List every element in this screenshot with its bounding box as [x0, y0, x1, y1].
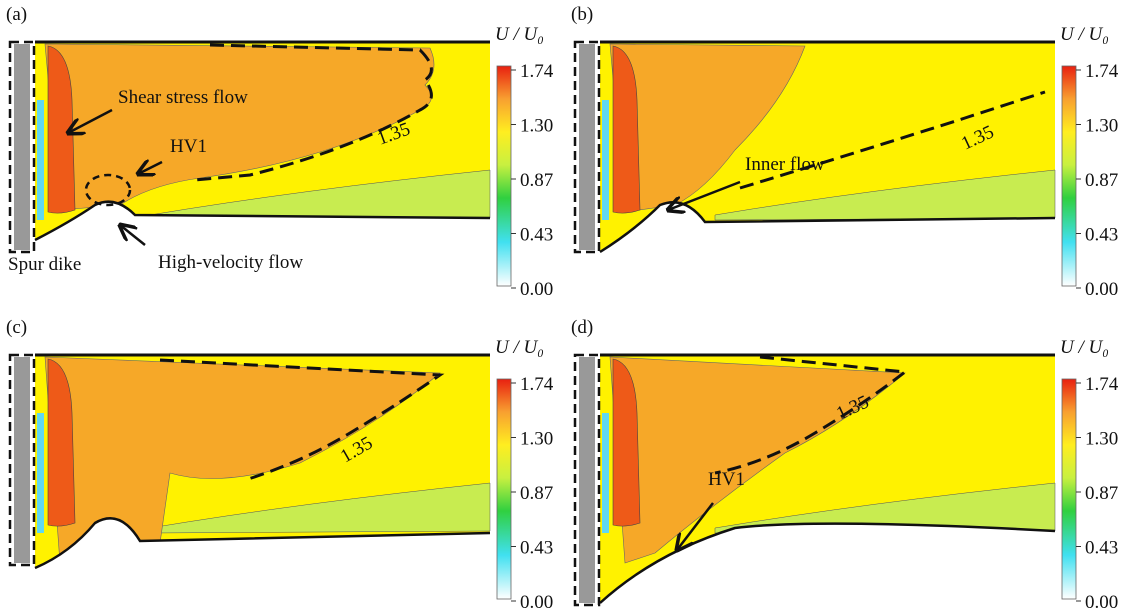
spur-dike-outline [573, 353, 601, 607]
colorbar-tick-label: 0.87 [520, 483, 553, 504]
colorbar-tick-label: 0.00 [1085, 592, 1118, 613]
spur-dike [579, 357, 595, 603]
annotation-arrow [138, 162, 163, 174]
colorbar [496, 378, 512, 600]
colorbar-tick-label: 1.30 [1085, 116, 1118, 137]
colorbar-tick-label: 0.00 [520, 592, 553, 613]
colorbar-tick-label: 1.30 [520, 429, 553, 450]
colorbar-tick-label: 1.74 [1085, 374, 1119, 395]
spur-dike [14, 357, 30, 563]
colorbar-tick-label: 1.30 [520, 116, 553, 137]
colorbar [1061, 378, 1077, 600]
high-velocity-strip [612, 45, 641, 214]
contour-135 [194, 43, 433, 182]
annotation-arrow [68, 108, 113, 133]
high-velocity-strip [612, 358, 641, 527]
low-velocity-band [149, 482, 491, 534]
colorbar-tick-label: 0.43 [520, 225, 553, 246]
panel-label: (c) [6, 317, 27, 338]
high-velocity-strip [47, 45, 76, 214]
colorbar-tick-label: 0.87 [520, 170, 553, 191]
contour-135 [159, 358, 445, 482]
hv1-marker [84, 173, 132, 207]
bed-line [34, 517, 491, 570]
panel-label: (d) [571, 317, 593, 338]
colorbar-tick-label: 1.74 [1085, 61, 1119, 82]
colorbar [1061, 65, 1077, 287]
below-bed [600, 523, 1055, 613]
spur-dike [14, 44, 30, 250]
spur-dike-outline [8, 353, 36, 567]
colorbar-tick-label: 0.00 [1085, 279, 1118, 300]
colorbar-tick-label: 1.30 [1085, 429, 1118, 450]
colorbar-tick-label: 0.87 [1085, 170, 1118, 191]
low-velocity-band [714, 169, 1056, 221]
below-bed [35, 201, 490, 300]
annotation: High-velocity flow [158, 252, 303, 273]
colorbar-title: U / U₀ [495, 337, 544, 358]
below-bed [600, 202, 1055, 300]
near-wall-strip [37, 413, 44, 533]
panel: (c)U / U₀1.741.300.870.430.001.35 [6, 317, 554, 613]
panel: (a) U / U₀ 1.74 1.30 0.87 0.43 0.00 Shear stres… [6, 4, 554, 300]
moderate-region [609, 43, 806, 213]
low-velocity-band [149, 169, 491, 221]
colorbar-title: U / U₀ [1060, 24, 1109, 45]
colorbar-tick-label: 0.00 [520, 279, 553, 300]
annotation-arrow [668, 180, 741, 210]
spur-dike-outline [8, 40, 36, 254]
annotation: HV1 [708, 469, 745, 490]
annotation: Inner flow [745, 154, 825, 175]
colorbar-tick-label: 0.43 [1085, 225, 1118, 246]
panel-label: (a) [6, 4, 27, 25]
bed-line [599, 522, 1056, 604]
near-wall-strip [602, 100, 609, 220]
contour-135 [739, 90, 1046, 190]
spur-dike-outline [573, 40, 601, 254]
colorbar-tick-label: 0.43 [1085, 538, 1118, 559]
colorbar [496, 65, 512, 287]
annotation-arrow [120, 225, 146, 246]
bed-line [34, 200, 491, 242]
colorbar-tick-label: 0.87 [1085, 483, 1118, 504]
contour-135 [714, 355, 909, 475]
annotation: Spur dike [8, 254, 81, 275]
colorbar-tick-label: 1.74 [520, 61, 554, 82]
bed-line [599, 201, 1056, 254]
near-wall-strip [37, 100, 44, 220]
annotation: Shear stress flow [118, 87, 248, 108]
high-velocity-strip [47, 358, 76, 527]
low-velocity-band [714, 482, 1056, 534]
colorbar-tick-label: 1.74 [520, 374, 554, 395]
panel-label: (b) [571, 4, 593, 25]
annotation: HV1 [170, 136, 207, 157]
colorbar-tick-label: 0.43 [520, 538, 553, 559]
colorbar-title: U / U₀ [495, 24, 544, 45]
near-wall-strip [602, 413, 609, 533]
colorbar-title: U / U₀ [1060, 337, 1109, 358]
spur-dike [579, 44, 595, 250]
annotation-arrow [677, 502, 714, 550]
